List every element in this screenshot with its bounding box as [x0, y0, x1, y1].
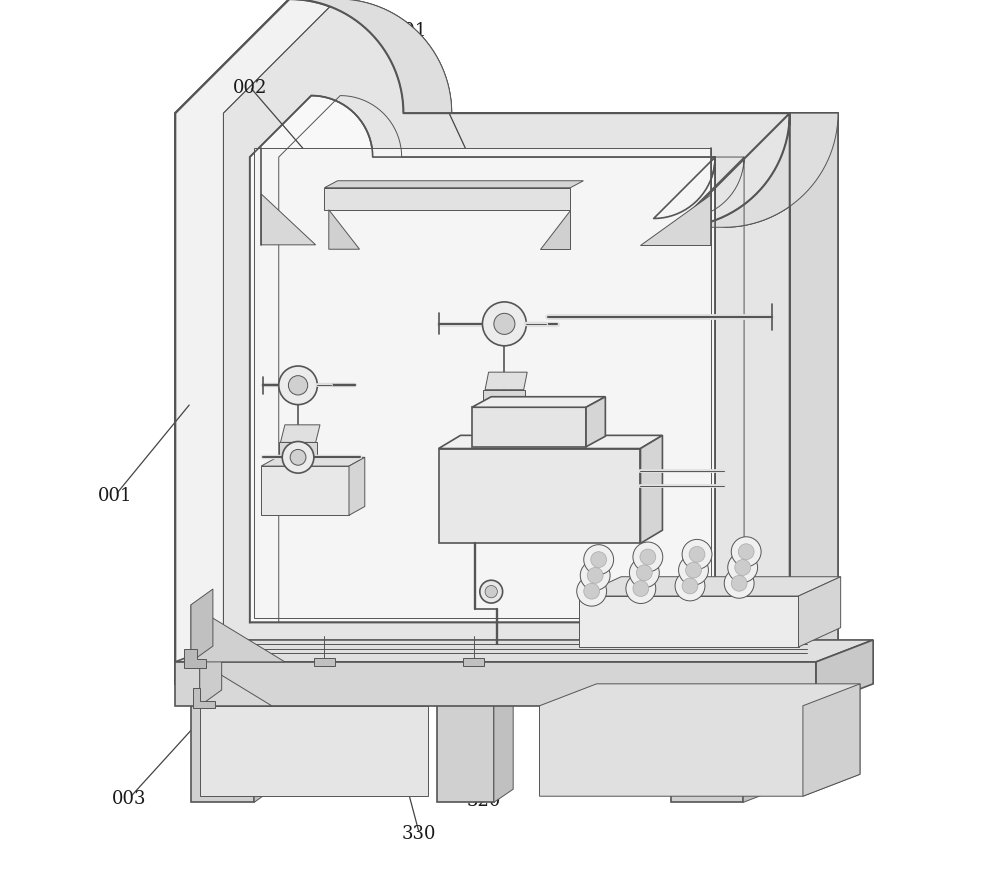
Circle shape	[288, 376, 308, 396]
Polygon shape	[261, 458, 365, 467]
Polygon shape	[640, 436, 662, 544]
Circle shape	[689, 547, 705, 563]
Circle shape	[584, 545, 614, 575]
Polygon shape	[175, 0, 790, 684]
Polygon shape	[175, 662, 816, 706]
Circle shape	[587, 568, 603, 584]
Circle shape	[731, 537, 761, 567]
Polygon shape	[329, 210, 360, 250]
Circle shape	[682, 579, 698, 595]
Polygon shape	[191, 688, 276, 703]
Polygon shape	[483, 390, 525, 410]
Circle shape	[279, 367, 317, 405]
Circle shape	[640, 549, 656, 566]
Circle shape	[686, 563, 701, 579]
Polygon shape	[289, 0, 838, 228]
Text: 001: 001	[98, 487, 133, 504]
Polygon shape	[250, 96, 715, 623]
Text: 201: 201	[393, 22, 428, 39]
Circle shape	[282, 442, 314, 474]
Polygon shape	[540, 684, 860, 796]
Polygon shape	[671, 681, 800, 703]
Circle shape	[584, 584, 600, 600]
Polygon shape	[200, 646, 222, 706]
Circle shape	[724, 569, 754, 598]
Polygon shape	[472, 397, 605, 408]
Polygon shape	[200, 706, 428, 796]
Polygon shape	[223, 0, 838, 684]
Polygon shape	[184, 649, 206, 668]
Polygon shape	[439, 436, 662, 449]
Circle shape	[290, 450, 306, 466]
Circle shape	[577, 577, 607, 607]
Circle shape	[494, 314, 515, 335]
Polygon shape	[254, 149, 711, 618]
Text: 340: 340	[595, 774, 630, 791]
Polygon shape	[193, 688, 215, 709]
Text: 310: 310	[830, 671, 864, 688]
Polygon shape	[579, 577, 841, 596]
Text: 320: 320	[467, 791, 501, 809]
Text: 002: 002	[233, 79, 267, 96]
Polygon shape	[175, 640, 873, 662]
Circle shape	[591, 553, 607, 568]
Polygon shape	[279, 443, 317, 460]
Polygon shape	[349, 458, 365, 516]
Polygon shape	[799, 577, 841, 647]
Polygon shape	[281, 425, 320, 443]
Text: 004: 004	[808, 747, 842, 765]
Polygon shape	[314, 658, 335, 667]
Polygon shape	[463, 658, 484, 667]
Polygon shape	[494, 690, 513, 802]
Polygon shape	[540, 210, 570, 250]
Circle shape	[629, 559, 659, 588]
Circle shape	[633, 542, 663, 572]
Circle shape	[636, 566, 652, 581]
Polygon shape	[803, 684, 860, 796]
Polygon shape	[472, 408, 586, 447]
Polygon shape	[485, 373, 527, 390]
Circle shape	[485, 586, 497, 598]
Circle shape	[738, 544, 754, 560]
Polygon shape	[586, 397, 605, 447]
Circle shape	[679, 556, 708, 586]
Circle shape	[682, 539, 712, 570]
Polygon shape	[324, 189, 570, 210]
Polygon shape	[439, 449, 640, 544]
Circle shape	[633, 581, 649, 596]
Polygon shape	[579, 596, 799, 647]
Circle shape	[731, 575, 747, 591]
Text: 330: 330	[402, 824, 436, 842]
Polygon shape	[261, 467, 349, 516]
Text: 003: 003	[112, 789, 147, 807]
Polygon shape	[200, 662, 272, 706]
Circle shape	[482, 303, 526, 346]
Polygon shape	[191, 605, 285, 662]
Polygon shape	[437, 703, 494, 802]
Circle shape	[735, 560, 751, 575]
Polygon shape	[324, 182, 583, 189]
Polygon shape	[254, 688, 276, 802]
Circle shape	[580, 561, 610, 591]
Polygon shape	[816, 640, 873, 706]
Polygon shape	[640, 195, 711, 246]
Circle shape	[728, 553, 758, 582]
Circle shape	[626, 574, 656, 603]
Circle shape	[480, 581, 503, 603]
Polygon shape	[743, 681, 800, 802]
Polygon shape	[790, 114, 838, 684]
Polygon shape	[191, 589, 213, 662]
Polygon shape	[671, 703, 743, 802]
Circle shape	[675, 572, 705, 602]
Polygon shape	[191, 703, 254, 802]
Polygon shape	[261, 195, 316, 246]
